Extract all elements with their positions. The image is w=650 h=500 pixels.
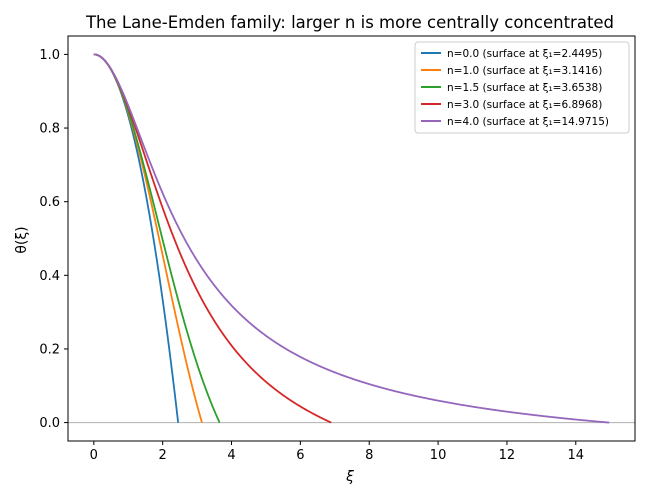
x-tick-label: 14 xyxy=(568,448,585,463)
y-axis-title: θ(ξ) xyxy=(14,226,30,253)
y-tick-label: 0.8 xyxy=(39,122,60,137)
x-tick-label: 2 xyxy=(159,448,167,463)
legend-entry: n=1.0 (surface at ξ₁=3.1416) xyxy=(447,65,602,77)
y-tick-label: 0.2 xyxy=(39,342,60,357)
y-tick-label: 0.4 xyxy=(39,269,60,284)
x-axis-title: ξ xyxy=(345,469,354,485)
legend-box xyxy=(414,41,630,134)
plot-area xyxy=(68,53,635,424)
legend: n=0.0 (surface at ξ₁=2.4495) n=1.0 (surfa… xyxy=(414,41,630,134)
legend-entry: n=4.0 (surface at ξ₁=14.9715) xyxy=(447,116,609,128)
x-tick-label: 12 xyxy=(499,448,516,463)
y-tick-label: 0.6 xyxy=(39,195,60,210)
series-line-n3 xyxy=(93,53,332,424)
legend-entry: n=1.5 (surface at ξ₁=3.6538) xyxy=(447,82,602,94)
x-tick-label: 4 xyxy=(227,448,235,463)
series-line-n4 xyxy=(93,53,610,424)
x-tick-label: 0 xyxy=(90,448,98,463)
legend-entry: n=3.0 (surface at ξ₁=6.8968) xyxy=(447,99,602,111)
legend-entry: n=0.0 (surface at ξ₁=2.4495) xyxy=(447,48,602,60)
y-tick-label: 1.0 xyxy=(39,48,60,63)
axes: 0 2 4 6 8 10 12 14 0.0 0.2 0.4 0.6 0.8 1.0 xyxy=(39,35,636,463)
x-tick-label: 10 xyxy=(430,448,447,463)
x-tick-label: 8 xyxy=(365,448,373,463)
axes-frame xyxy=(67,35,636,442)
y-tick-label: 0.0 xyxy=(39,416,60,431)
chart-title: The Lane-Emden family: larger n is more … xyxy=(85,13,614,32)
x-tick-label: 6 xyxy=(296,448,304,463)
